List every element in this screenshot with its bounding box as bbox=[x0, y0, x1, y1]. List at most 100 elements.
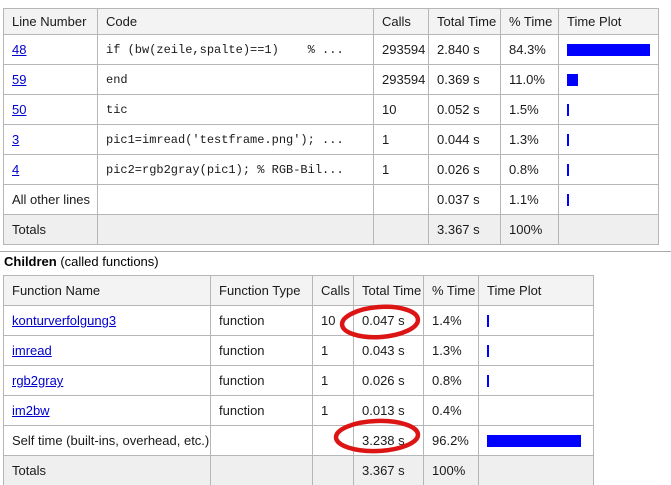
line-number-link[interactable]: 4 bbox=[12, 162, 20, 177]
calls-cell: 1 bbox=[312, 335, 354, 366]
function-name-link[interactable]: imread bbox=[12, 343, 52, 358]
table-row: 59 end 293594 0.369 s 11.0% bbox=[3, 64, 659, 95]
code-cell: tic bbox=[97, 94, 374, 125]
function-name-link[interactable]: rgb2gray bbox=[12, 373, 64, 388]
children-subtitle: (called functions) bbox=[56, 254, 159, 269]
lines-table: Line Number Code Calls Total Time % Time… bbox=[3, 8, 659, 245]
col-total-time: Total Time bbox=[353, 275, 424, 306]
total-time-cell: 0.026 s bbox=[428, 154, 501, 185]
table-row: 48 if (bw(zeile,spalte)==1) % ... 293594… bbox=[3, 34, 659, 65]
table-row: rgb2gray function 1 0.026 s 0.8% bbox=[3, 365, 594, 396]
function-type-cell: function bbox=[210, 335, 313, 366]
total-time-cell: 0.369 s bbox=[428, 64, 501, 95]
pct-time-cell: 0.4% bbox=[423, 395, 479, 426]
code-cell: end bbox=[97, 64, 374, 95]
children-title: Children bbox=[4, 254, 57, 269]
function-name-link[interactable]: im2bw bbox=[12, 403, 50, 418]
calls-cell: 1 bbox=[373, 154, 429, 185]
pct-time-cell: 1.3% bbox=[500, 124, 559, 155]
col-function-name: Function Name bbox=[3, 275, 211, 306]
col-time-plot: Time Plot bbox=[558, 8, 659, 35]
table-row-totals: Totals 3.367 s 100% bbox=[3, 455, 594, 485]
col-calls: Calls bbox=[373, 8, 429, 35]
function-type-cell: function bbox=[210, 395, 313, 426]
table-row: im2bw function 1 0.013 s 0.4% bbox=[3, 395, 594, 426]
col-pct-time: % Time bbox=[500, 8, 559, 35]
col-line-number: Line Number bbox=[3, 8, 98, 35]
calls-cell: 1 bbox=[312, 365, 354, 396]
table-row: 50 tic 10 0.052 s 1.5% bbox=[3, 94, 659, 125]
table-row-totals: Totals 3.367 s 100% bbox=[3, 214, 659, 245]
table-row-all-other-lines: All other lines 0.037 s 1.1% bbox=[3, 184, 659, 215]
col-pct-time: % Time bbox=[423, 275, 479, 306]
table-row: imread function 1 0.043 s 1.3% bbox=[3, 335, 594, 366]
line-number-link[interactable]: 50 bbox=[12, 102, 27, 117]
col-code: Code bbox=[97, 8, 374, 35]
pct-time-cell: 84.3% bbox=[500, 34, 559, 65]
line-number-link[interactable]: 3 bbox=[12, 132, 20, 147]
lines-table-header: Line Number Code Calls Total Time % Time… bbox=[3, 8, 659, 35]
function-type-cell: function bbox=[210, 365, 313, 396]
row-label: Totals bbox=[3, 214, 98, 245]
total-time-cell: 3.367 s bbox=[428, 214, 501, 245]
row-label: All other lines bbox=[3, 184, 98, 215]
total-time-cell: 0.047 s bbox=[353, 305, 424, 336]
col-total-time: Total Time bbox=[428, 8, 501, 35]
line-number-link[interactable]: 48 bbox=[12, 42, 27, 57]
table-row-self-time: Self time (built-ins, overhead, etc.) 3.… bbox=[3, 425, 594, 456]
children-section-heading: Children (called functions) bbox=[4, 254, 159, 269]
calls-cell: 293594 bbox=[373, 34, 429, 65]
code-cell: pic1=imread('testframe.png'); ... bbox=[97, 124, 374, 155]
table-row: konturverfolgung3 function 10 0.047 s 1.… bbox=[3, 305, 594, 336]
time-plot-bar bbox=[487, 314, 489, 327]
pct-time-cell: 1.5% bbox=[500, 94, 559, 125]
table-row: 4 pic2=rgb2gray(pic1); % RGB-Bil... 1 0.… bbox=[3, 154, 659, 185]
row-label: Self time (built-ins, overhead, etc.) bbox=[3, 425, 211, 456]
total-time-cell: 0.044 s bbox=[428, 124, 501, 155]
code-cell: pic2=rgb2gray(pic1); % RGB-Bil... bbox=[97, 154, 374, 185]
pct-time-cell: 0.8% bbox=[500, 154, 559, 185]
calls-cell: 10 bbox=[373, 94, 429, 125]
calls-cell: 293594 bbox=[373, 64, 429, 95]
col-function-type: Function Type bbox=[210, 275, 313, 306]
total-time-cell: 0.013 s bbox=[353, 395, 424, 426]
time-plot-bar bbox=[567, 163, 569, 176]
total-time-cell: 0.037 s bbox=[428, 184, 501, 215]
children-table-header: Function Name Function Type Calls Total … bbox=[3, 275, 594, 306]
children-table: Function Name Function Type Calls Total … bbox=[3, 275, 594, 485]
line-number-link[interactable]: 59 bbox=[12, 72, 27, 87]
calls-cell: 1 bbox=[312, 395, 354, 426]
time-plot-bar bbox=[487, 434, 581, 447]
pct-time-cell: 100% bbox=[423, 455, 479, 485]
time-plot-bar bbox=[567, 73, 578, 86]
total-time-cell: 0.043 s bbox=[353, 335, 424, 366]
time-plot-bar bbox=[567, 193, 569, 206]
calls-cell: 1 bbox=[373, 124, 429, 155]
time-plot-bar bbox=[487, 374, 489, 387]
time-plot-bar bbox=[567, 133, 569, 146]
total-time-cell: 0.052 s bbox=[428, 94, 501, 125]
pct-time-cell: 1.1% bbox=[500, 184, 559, 215]
total-time-cell: 3.238 s bbox=[353, 425, 424, 456]
section-divider bbox=[0, 251, 671, 252]
col-calls: Calls bbox=[312, 275, 354, 306]
pct-time-cell: 11.0% bbox=[500, 64, 559, 95]
pct-time-cell: 100% bbox=[500, 214, 559, 245]
time-plot-bar bbox=[567, 103, 569, 116]
row-label: Totals bbox=[3, 455, 211, 485]
time-plot-bar bbox=[567, 43, 650, 56]
function-name-link[interactable]: konturverfolgung3 bbox=[12, 313, 117, 328]
pct-time-cell: 96.2% bbox=[423, 425, 479, 456]
total-time-cell: 3.367 s bbox=[353, 455, 424, 485]
pct-time-cell: 1.3% bbox=[423, 335, 479, 366]
total-time-cell: 2.840 s bbox=[428, 34, 501, 65]
total-time-cell: 0.026 s bbox=[353, 365, 424, 396]
function-type-cell: function bbox=[210, 305, 313, 336]
col-time-plot: Time Plot bbox=[478, 275, 594, 306]
pct-time-cell: 1.4% bbox=[423, 305, 479, 336]
time-plot-bar bbox=[487, 344, 489, 357]
calls-cell: 10 bbox=[312, 305, 354, 336]
code-cell: if (bw(zeile,spalte)==1) % ... bbox=[97, 34, 374, 65]
table-row: 3 pic1=imread('testframe.png'); ... 1 0.… bbox=[3, 124, 659, 155]
